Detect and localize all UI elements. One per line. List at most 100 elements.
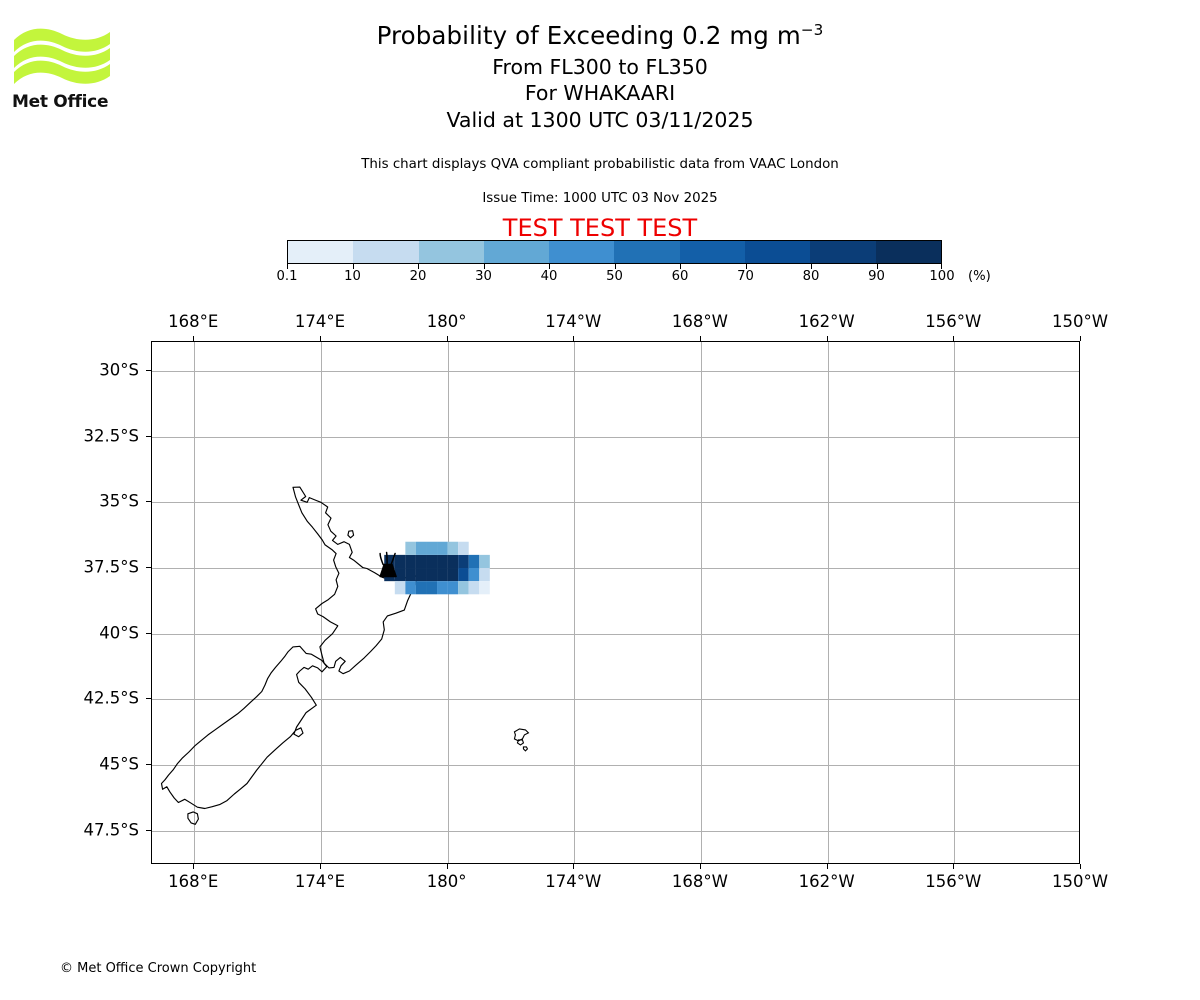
lon-label-bottom-174°E: 174°E bbox=[294, 872, 345, 891]
tickmark-left-40°S bbox=[146, 632, 151, 634]
volcano-eruption-jet-2 bbox=[390, 552, 396, 566]
colorbar-band-6 bbox=[679, 241, 746, 263]
great-barrier-island-outline bbox=[347, 530, 355, 539]
met-office-logo-text: Met Office bbox=[12, 92, 109, 112]
qva-note-block: This chart displays QVA compliant probab… bbox=[0, 157, 1200, 172]
lon-label-top-174°E: 174°E bbox=[294, 312, 345, 331]
colorbar-bands bbox=[287, 240, 942, 264]
gridline-lat-35°S bbox=[152, 502, 1079, 504]
ash-cell bbox=[437, 541, 448, 555]
lat-label-30°S: 30°S bbox=[99, 360, 139, 380]
ash-cell bbox=[384, 554, 395, 569]
colorbar-tick-label-50: 50 bbox=[606, 269, 623, 284]
tickmark-bottom-174°W bbox=[573, 864, 575, 869]
north-island-outline bbox=[292, 486, 418, 675]
tickmark-bottom-162°W bbox=[826, 864, 828, 869]
ash-cell bbox=[458, 554, 469, 569]
lat-label-37.5°S: 37.5°S bbox=[83, 557, 139, 577]
ash-cell bbox=[405, 568, 416, 582]
gridline-lat-32.5°S bbox=[152, 436, 1079, 438]
colorbar-tick-label-10: 10 bbox=[344, 269, 361, 284]
ash-plume-and-marker-layer bbox=[379, 541, 530, 752]
page-title: Probability of Exceeding 0.2 mg m−3 bbox=[0, 20, 1200, 50]
lat-label-40°S: 40°S bbox=[99, 623, 139, 643]
ash-cell bbox=[415, 568, 427, 582]
ash-probability-cells bbox=[384, 541, 490, 595]
tickmark-top-174°E bbox=[319, 336, 321, 341]
volcano-cone bbox=[379, 563, 397, 578]
tickmark-bottom-150°W bbox=[1080, 864, 1081, 869]
ash-cell bbox=[415, 581, 427, 595]
tickmark-left-42.5°S bbox=[146, 698, 151, 700]
ash-cell bbox=[437, 554, 448, 569]
ash-cell bbox=[458, 541, 469, 555]
met-office-logo: Met Office bbox=[12, 22, 122, 117]
colorbar-tick-label-0.1: 0.1 bbox=[276, 269, 298, 284]
lon-label-top-168°W: 168°W bbox=[671, 312, 728, 331]
ash-cell bbox=[405, 581, 416, 595]
gridline-lat-45°S bbox=[152, 765, 1079, 767]
coastline-layer bbox=[160, 486, 418, 825]
lon-label-bottom-168°W: 168°W bbox=[671, 872, 728, 891]
ash-cell bbox=[437, 581, 448, 595]
copyright-text: © Met Office Crown Copyright bbox=[60, 961, 257, 976]
ash-cell bbox=[447, 568, 459, 582]
colorbar-tick-70 bbox=[745, 264, 747, 269]
flight-level-line: From FL300 to FL350 bbox=[492, 54, 708, 79]
tickmark-bottom-156°W bbox=[953, 864, 955, 869]
gridline-lon-180° bbox=[447, 342, 449, 863]
page-title-text: Probability of Exceeding 0.2 mg m bbox=[376, 21, 801, 50]
colorbar-band-8 bbox=[810, 241, 876, 263]
lon-label-bottom-156°W: 156°W bbox=[925, 872, 982, 891]
colorbar-band-9 bbox=[875, 241, 941, 263]
ash-cell bbox=[468, 581, 480, 595]
test-banner: TEST TEST TEST bbox=[502, 214, 698, 242]
ash-cell bbox=[458, 568, 469, 582]
colorbar-tick-80 bbox=[811, 264, 812, 269]
qva-note: This chart displays QVA compliant probab… bbox=[361, 157, 839, 172]
ash-cell bbox=[479, 554, 490, 569]
lon-label-bottom-150°W: 150°W bbox=[1051, 872, 1109, 891]
gridline-lon-162°W bbox=[827, 342, 829, 863]
gridline-lat-47.5°S bbox=[152, 830, 1079, 832]
lon-label-bottom-168°E: 168°E bbox=[168, 872, 219, 891]
tickmark-top-174°W bbox=[573, 336, 575, 341]
ash-cell bbox=[437, 568, 448, 582]
colorbar-band-0 bbox=[288, 241, 354, 263]
colorbar-tick-label-100: 100 bbox=[929, 269, 955, 284]
colorbar-tick-label-20: 20 bbox=[409, 269, 427, 284]
lat-label-32.5°S: 32.5°S bbox=[83, 426, 139, 446]
lon-label-bottom-174°W: 174°W bbox=[545, 872, 602, 891]
tickmark-left-47.5°S bbox=[146, 829, 151, 831]
colorbar-tick-0.1 bbox=[287, 264, 288, 269]
colorbar-band-5 bbox=[614, 241, 680, 263]
colorbar-tick-label-30: 30 bbox=[475, 269, 492, 284]
probability-colorbar: 0.1 10 20 30 40 50 60 70 80 90 100 bbox=[277, 240, 955, 284]
colorbar-tick-label-60: 60 bbox=[671, 269, 689, 284]
volcano-name-line: For WHAKAARI bbox=[524, 81, 676, 105]
map-plot-area bbox=[151, 341, 1080, 864]
volcano-eruption-jet-1 bbox=[385, 551, 388, 566]
tickmark-bottom-180° bbox=[446, 864, 448, 869]
ash-cell bbox=[415, 541, 427, 555]
page-title-exponent: −3 bbox=[800, 20, 824, 39]
colorbar-tick-label-90: 90 bbox=[868, 269, 885, 284]
chatham-islands bbox=[513, 728, 530, 752]
colorbar-tick-20 bbox=[418, 264, 419, 269]
colorbar-band-2 bbox=[418, 241, 484, 263]
valid-time-line: Valid at 1300 UTC 03/11/2025 bbox=[446, 107, 754, 132]
lon-label-top-174°W: 174°W bbox=[545, 312, 602, 331]
south-island-outline bbox=[160, 645, 328, 810]
lon-label-top-156°W: 156°W bbox=[925, 312, 982, 331]
colorbar-tick-label-40: 40 bbox=[540, 269, 558, 284]
ash-cell bbox=[394, 581, 406, 595]
lon-label-bottom-162°W: 162°W bbox=[798, 872, 855, 891]
gridline-lon-156°W bbox=[954, 342, 956, 863]
colorbar-tick-10 bbox=[352, 264, 354, 269]
ash-cell bbox=[426, 554, 438, 569]
lat-label-47.5°S: 47.5°S bbox=[83, 820, 139, 840]
ash-cell bbox=[426, 581, 438, 595]
ash-cell bbox=[468, 554, 480, 569]
gridline-lat-40°S bbox=[152, 633, 1079, 635]
colorbar-band-7 bbox=[745, 241, 811, 263]
